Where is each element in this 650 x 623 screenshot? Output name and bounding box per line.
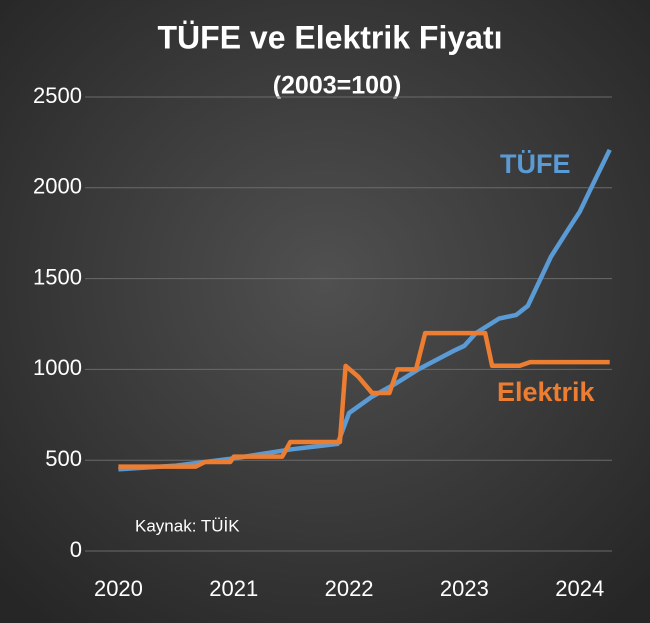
y-tick-label: 0 (70, 537, 82, 562)
y-tick-label: 2500 (33, 83, 82, 108)
chart-subtitle: (2003=100) (273, 72, 402, 100)
y-tick-label: 1500 (33, 264, 82, 289)
series-line (118, 148, 612, 472)
x-tick-label: 2023 (440, 576, 489, 601)
y-tick-label: 500 (45, 446, 82, 471)
x-tick-label: 2021 (209, 576, 258, 601)
x-tick-label: 2024 (555, 576, 604, 601)
x-tick-label: 2020 (94, 576, 143, 601)
x-tick-label: 2022 (325, 576, 374, 601)
series-line (118, 330, 610, 469)
series-label: TÜFE (500, 149, 571, 179)
y-tick-label: 1000 (33, 355, 82, 380)
y-tick-label: 2000 (33, 174, 82, 199)
chart-title: TÜFE ve Elektrik Fiyatı (157, 19, 502, 55)
series-label: Elektrik (497, 377, 596, 407)
annotation: Kaynak: TÜİK (135, 516, 240, 535)
